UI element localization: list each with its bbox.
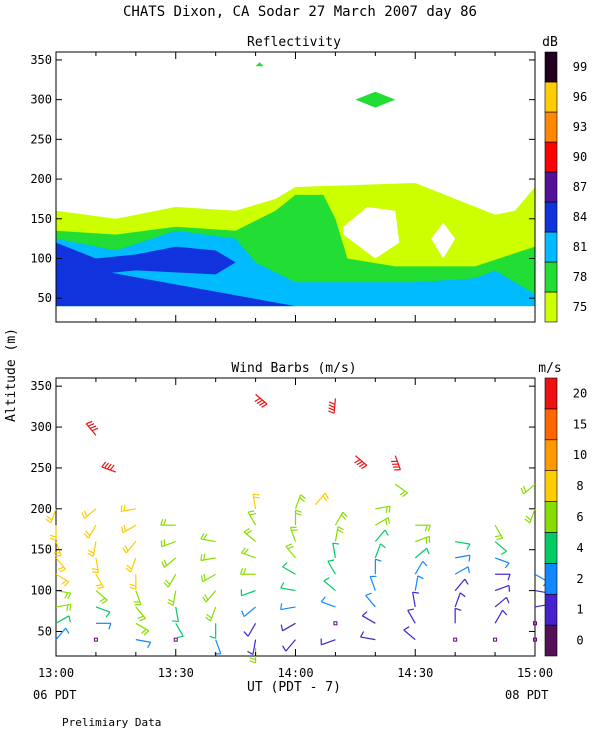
colorbar-swatch	[545, 409, 557, 440]
altitude-axis-label: Altitude (m)	[4, 328, 19, 422]
wind-speed-label: 1	[576, 603, 583, 617]
reflectivity-colorbar-unit: dB	[542, 35, 558, 50]
wind-speed-label: 15	[573, 417, 587, 431]
y-tick-label: 300	[30, 420, 52, 434]
colorbar-swatch	[545, 471, 557, 502]
colorbar-swatch	[545, 292, 557, 322]
preliminary-note: Prelimiary Data	[62, 716, 161, 729]
colorbar-swatch	[545, 440, 557, 471]
x-tick-label: 13:30	[158, 666, 194, 680]
colorbar-swatch	[545, 532, 557, 563]
y-tick-label: 100	[30, 251, 52, 265]
right-timezone-label: 08 PDT	[505, 688, 548, 702]
x-tick-label: 14:00	[277, 666, 313, 680]
x-tick-label: 14:30	[397, 666, 433, 680]
wind-speed-label: 10	[573, 448, 587, 462]
colorbar-swatch	[545, 142, 557, 172]
colorbar-swatch	[545, 502, 557, 533]
reflectivity-level-label: 81	[573, 240, 587, 254]
reflectivity-level-label: 84	[573, 210, 587, 224]
wind-speed-label: 8	[576, 479, 583, 493]
colorbar-swatch	[545, 202, 557, 232]
y-tick-label: 150	[30, 212, 52, 226]
reflectivity-level-label: 90	[573, 150, 587, 164]
y-tick-label: 300	[30, 93, 52, 107]
left-timezone-label: 06 PDT	[33, 688, 76, 702]
wind-speed-label: 4	[576, 541, 583, 555]
figure-title: CHATS Dixon, CA Sodar 27 March 2007 day …	[123, 4, 477, 20]
time-axis-label: UT (PDT - 7)	[247, 680, 341, 695]
y-tick-label: 100	[30, 584, 52, 598]
reflectivity-contours	[56, 62, 535, 306]
y-tick-label: 150	[30, 543, 52, 557]
reflectivity-level-label: 87	[573, 180, 587, 194]
y-tick-label: 350	[30, 53, 52, 67]
reflectivity-level-label: 93	[573, 120, 587, 134]
colorbar-swatch	[545, 262, 557, 292]
y-tick-label: 250	[30, 132, 52, 146]
reflectivity-colorbar: 75 78 81 84 87 90 93 96 99	[545, 52, 587, 322]
colorbar-swatch	[545, 625, 557, 656]
colorbar-swatch	[545, 52, 557, 82]
colorbar-swatch	[545, 82, 557, 112]
wind-barbs-panel: Wind Barbs (m/s) m/s 5010015020025030035…	[30, 361, 587, 680]
colorbar-swatch	[545, 594, 557, 625]
y-tick-label: 350	[30, 379, 52, 393]
colorbar-swatch	[545, 563, 557, 594]
colorbar-swatch	[545, 378, 557, 409]
y-tick-label: 250	[30, 461, 52, 475]
colorbar-swatch	[545, 172, 557, 202]
reflectivity-level-label: 99	[573, 60, 587, 74]
reflectivity-region	[355, 92, 395, 108]
y-tick-label: 200	[30, 172, 52, 186]
wind-barb	[50, 525, 56, 540]
x-tick-label: 15:00	[517, 666, 553, 680]
wind-speed-label: 2	[576, 572, 583, 586]
y-tick-label: 50	[38, 291, 52, 305]
colorbar-swatch	[545, 232, 557, 262]
wind-speed-label: 20	[573, 386, 587, 400]
wind-colorbar: 0 1 2 4 6 8 10 15 20	[545, 378, 587, 656]
y-tick-label: 50	[38, 624, 52, 638]
wind-speed-label: 6	[576, 510, 583, 524]
reflectivity-level-label: 96	[573, 90, 587, 104]
reflectivity-level-label: 78	[573, 270, 587, 284]
reflectivity-level-label: 75	[573, 300, 587, 314]
reflectivity-region	[256, 62, 264, 66]
y-tick-label: 200	[30, 502, 52, 516]
wind-barbs-title: Wind Barbs (m/s)	[231, 361, 356, 376]
x-tick-label: 13:00	[38, 666, 74, 680]
wind-speed-label: 0	[576, 634, 583, 648]
reflectivity-title: Reflectivity	[247, 35, 341, 50]
colorbar-swatch	[545, 112, 557, 142]
wind-colorbar-unit: m/s	[538, 361, 561, 376]
